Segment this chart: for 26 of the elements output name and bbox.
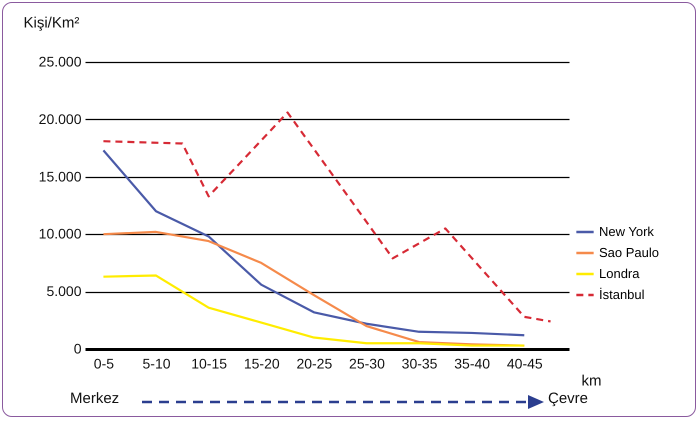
legend-label: Londra (599, 266, 640, 281)
legend-label: İstanbul (599, 287, 645, 302)
y-tick-label: 5.000 (46, 283, 82, 300)
line-series (102, 274, 526, 347)
y-tick-label: 10.000 (38, 226, 82, 242)
y-tick-label: 0 (74, 340, 82, 356)
text: Çevre (548, 390, 588, 407)
y-axis-title: Kişi/Km² (24, 14, 80, 32)
line-series (102, 111, 552, 323)
x-tick-label: 0-5 (94, 356, 114, 372)
x-tick-label: 10-15 (191, 356, 228, 372)
x-tick-label: 15-20 (244, 356, 280, 372)
line-series (102, 149, 526, 336)
y-tick-label: 15.000 (38, 168, 82, 184)
y-tick-label: 25.000 (38, 54, 82, 70)
x-tick-label: 5-10 (142, 356, 171, 372)
x-tick-label: 25-30 (349, 356, 386, 372)
legend-label: Sao Paulo (599, 245, 659, 260)
y-tick-label: 20.000 (38, 110, 82, 127)
x-tick-label: 35-40 (454, 356, 490, 372)
legend-label: New York (599, 224, 654, 239)
x-tick-label: 20-25 (296, 356, 332, 372)
x-tick-label: 30-35 (402, 356, 438, 372)
text: Merkez (70, 390, 120, 407)
x-axis-title: km (582, 372, 602, 390)
x-tick-label: 40-45 (506, 356, 543, 372)
